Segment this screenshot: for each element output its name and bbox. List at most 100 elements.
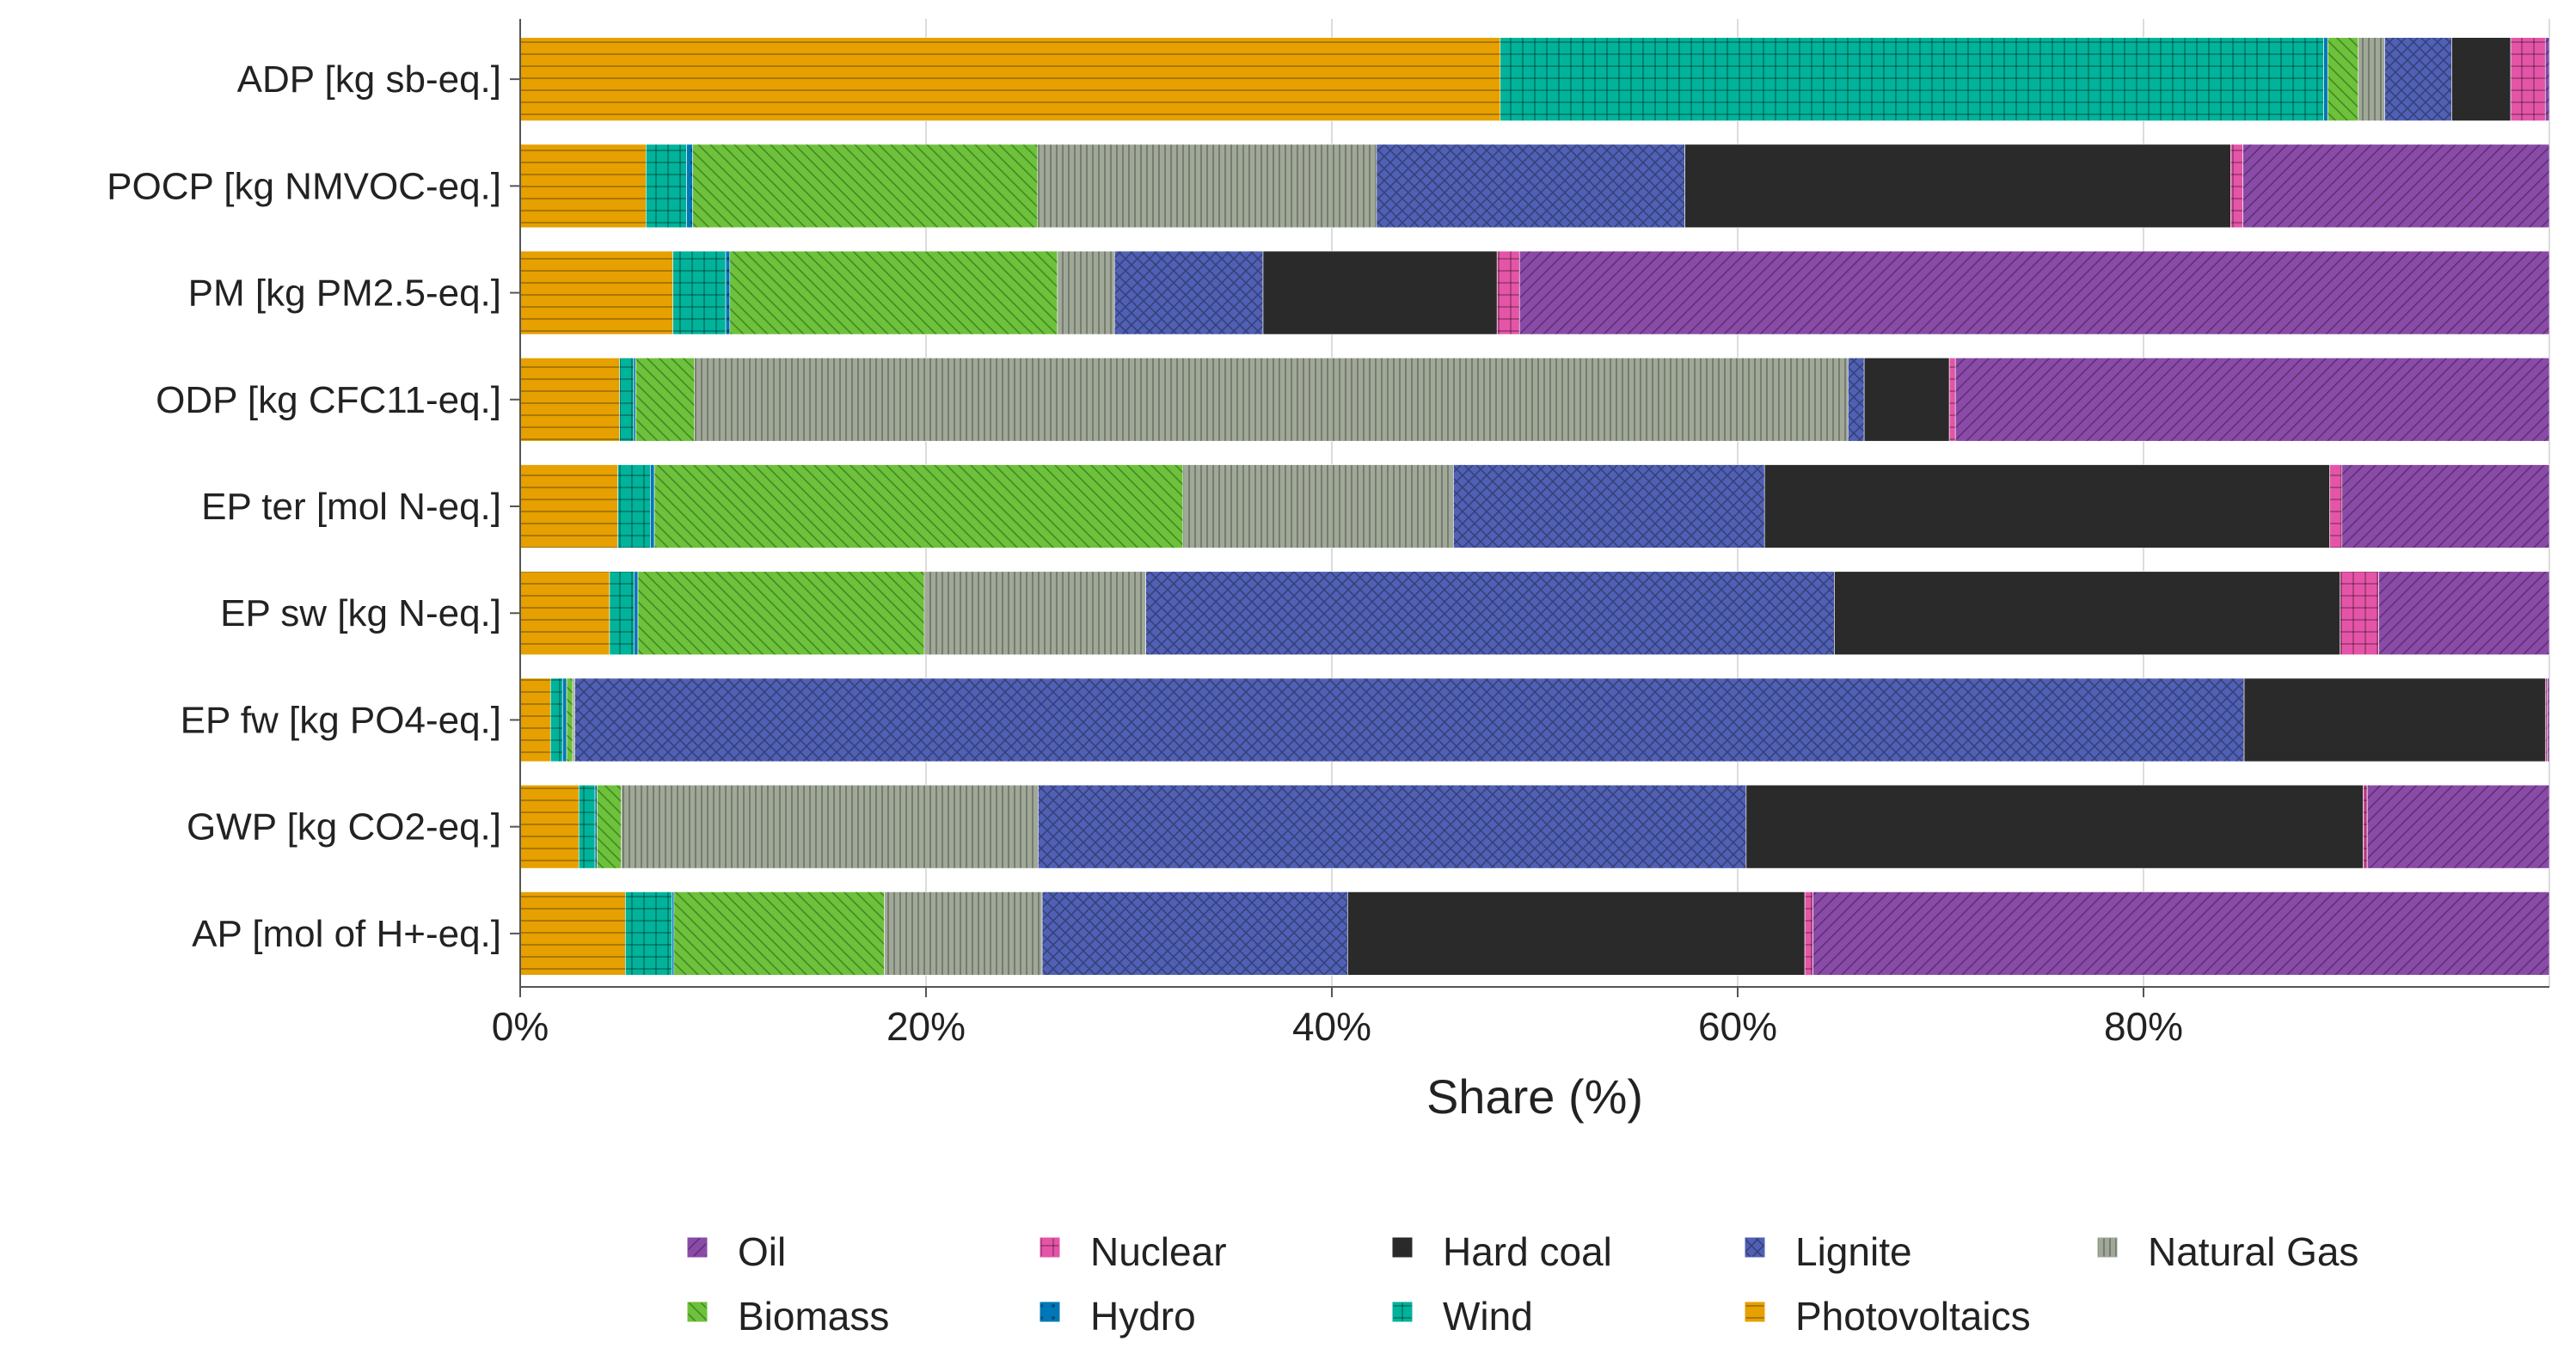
bar-segment-hard-coal [1684, 144, 2231, 229]
category-label: EP sw [kg N-eq.] [220, 592, 501, 634]
bar-segment-hydro [650, 464, 655, 548]
category-label: POCP [kg NMVOC-eq.] [107, 165, 501, 207]
bar-segment-photovoltaics [519, 144, 647, 229]
category-label: GWP [kg CO2-eq.] [187, 806, 501, 848]
bar-segment-wind [549, 677, 563, 763]
x-axis-title: Share (%) [1426, 1069, 1643, 1124]
bar-segment-biomass [637, 571, 925, 655]
legend-item-nuclear: Nuclear [1040, 1229, 1227, 1274]
bar-segment-nuclear [2363, 784, 2368, 869]
category-label: EP fw [kg PO4-eq.] [181, 699, 501, 741]
legend-label: Wind [1443, 1294, 1533, 1339]
bar-segment-photovoltaics [519, 37, 1501, 121]
legend-swatch [1392, 1237, 1413, 1258]
bar-segment-lignite [1145, 571, 1835, 655]
bar-segment-photovoltaics [519, 358, 620, 442]
bar-segment-lignite [1847, 358, 1865, 442]
x-tick-label-0: 0% [492, 1004, 549, 1049]
legend-swatch [1745, 1302, 1765, 1322]
bar-segment-hydro [672, 891, 675, 976]
bar-segment-natural-gas [1182, 464, 1454, 548]
bar-segment-natural-gas [572, 677, 575, 763]
legend-item-hydro: Hydro [1040, 1294, 1196, 1339]
bar-segment-natural-gas [2358, 37, 2385, 121]
bar-segment-oil [2341, 464, 2550, 548]
legend-label: Natural Gas [2148, 1229, 2358, 1274]
bar-segment-wind [646, 144, 687, 229]
bar-segment-lignite [1376, 144, 1685, 229]
bar-segment-oil [2544, 37, 2550, 121]
x-tick-label-40: 40% [1292, 1004, 1371, 1049]
x-tick-label-20: 20% [886, 1004, 966, 1049]
legend-swatch [1040, 1302, 1060, 1322]
bar-segment-natural-gas [1057, 250, 1115, 335]
bar-segment-natural-gas [884, 891, 1043, 976]
bar-segment-lignite [1041, 891, 1348, 976]
bar-segment-oil [2378, 571, 2550, 655]
bar-segment-nuclear [1804, 891, 1813, 976]
bar-segment-hard-coal [1347, 891, 1806, 976]
bar-segment-hard-coal [1262, 250, 1498, 335]
bar-segment-wind [672, 250, 727, 335]
bar-segment-natural-gas [694, 358, 1849, 442]
bar-segment-lignite [1113, 250, 1264, 335]
axis-layer: 0% 20% 40% 60% 80% ADP [kg sb-eq.] POCP [kg NM… [107, 19, 2549, 1124]
legend-label: Photovoltaics [1795, 1294, 2031, 1339]
bar-segment-biomass [597, 784, 622, 869]
bar-segment-hydro [2323, 37, 2328, 121]
legend-label: Biomass [738, 1294, 889, 1339]
legend-item-lignite: Lignite [1745, 1229, 1912, 1274]
bar-segment-photovoltaics [519, 464, 618, 548]
bar-segment-hard-coal [2243, 677, 2546, 763]
bar-segment-nuclear [2230, 144, 2243, 229]
bar-segment-photovoltaics [519, 677, 551, 763]
legend-label: Lignite [1795, 1229, 1912, 1274]
bar-segment-oil [1518, 250, 2550, 335]
bar-segment-nuclear [2510, 37, 2546, 121]
category-label: PM [kg PM2.5-eq.] [188, 273, 501, 315]
bar-segment-wind [609, 571, 635, 655]
legend-label: Oil [738, 1229, 786, 1274]
bar-segment-biomass [729, 250, 1058, 335]
legend-item-biomass: Biomass [687, 1294, 889, 1339]
legend-item-wind: Wind [1392, 1294, 1533, 1339]
bar-segment-hard-coal [1863, 358, 1950, 442]
bar-segment-nuclear [1496, 250, 1520, 335]
bar-segment-hard-coal [2451, 37, 2512, 121]
bar-segment-wind [578, 784, 596, 869]
bar-segment-nuclear [2340, 571, 2379, 655]
bar-segment-oil [1954, 358, 2550, 442]
bar-segment-photovoltaics [519, 784, 580, 869]
bar-segment-photovoltaics [519, 250, 673, 335]
bar-segment-lignite [1038, 784, 1747, 869]
bar-segment-biomass [653, 464, 1184, 548]
legend-swatch [1745, 1237, 1765, 1258]
legend-swatch [687, 1302, 708, 1322]
bar-segment-oil [2547, 677, 2550, 763]
category-label: EP ter [mol N-eq.] [201, 486, 501, 528]
bar-segment-hydro [562, 677, 567, 763]
bar-segment-wind [617, 464, 651, 548]
legend-item-oil: Oil [687, 1229, 786, 1274]
bar-segment-hydro [633, 571, 639, 655]
category-label: ODP [kg CFC11-eq.] [156, 379, 501, 421]
bar-segment-hard-coal [1745, 784, 2364, 869]
legend-swatch [1392, 1302, 1413, 1322]
bar-segment-nuclear [2329, 464, 2343, 548]
legend-item-natural-gas: Natural Gas [2097, 1229, 2358, 1274]
bar-segment-lignite [574, 677, 2245, 763]
bar-segment-nuclear [2544, 677, 2548, 763]
legend: Oil Nuclear Hard coal Lignite Natural Gas Bio… [687, 1229, 2358, 1339]
category-label: ADP [kg sb-eq.] [237, 58, 501, 101]
bar-segment-photovoltaics [519, 891, 626, 976]
bar-layer [519, 37, 2550, 976]
bar-segment-oil [2366, 784, 2550, 869]
bar-segment-wind [1500, 37, 2324, 121]
legend-label: Nuclear [1090, 1229, 1227, 1274]
legend-swatch [2097, 1237, 2118, 1258]
legend-label: Hard coal [1443, 1229, 1612, 1274]
bar-segment-hydro [633, 358, 636, 442]
bar-segment-natural-gas [1037, 144, 1377, 229]
bar-segment-wind [625, 891, 672, 976]
